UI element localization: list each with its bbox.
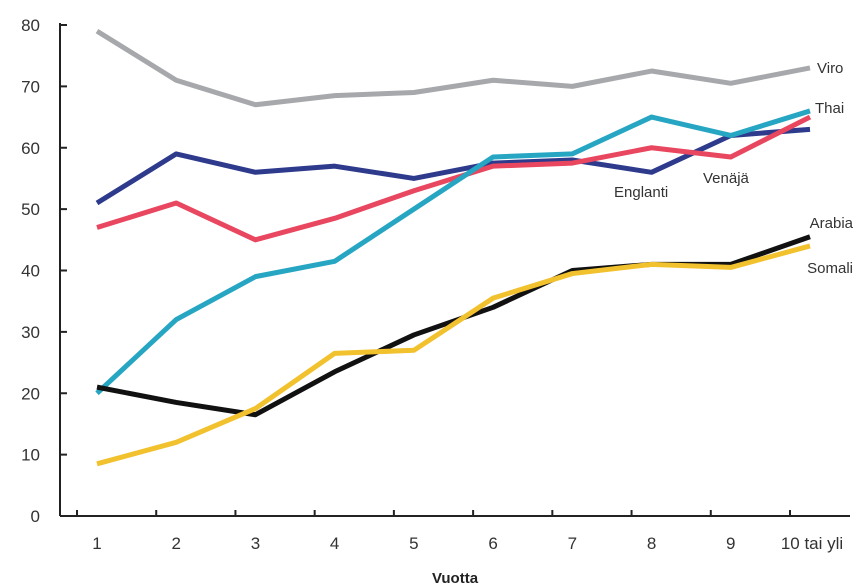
series-label: Arabia [810,215,854,232]
series-label: Venäjä [703,170,750,187]
series-line-ven-j- [96,114,812,243]
series-line-viro [95,29,811,108]
series-lines [95,29,812,467]
x-tick-label: 5 [409,534,418,553]
y-axis: 0 10 20 30 40 50 60 70 80 [21,16,67,526]
x-tick-label: 9 [726,534,735,553]
series-label: Viro [817,60,843,77]
series-line-thai [95,108,811,396]
y-tick-label: 20 [21,384,40,403]
x-tick-label: 6 [488,534,497,553]
y-tick-label: 0 [31,507,40,526]
x-axis-title: Vuotta [432,570,479,587]
x-tick-label: 1 [92,534,101,553]
x-tick-label: 8 [647,534,656,553]
x-tick-label: 2 [171,534,180,553]
series-line-englanti [95,126,811,206]
y-tick-label: 50 [21,200,40,219]
series-label: Englanti [614,184,668,201]
series-label: Somali [807,260,853,277]
y-tick-label: 10 [21,446,40,465]
y-tick-label: 40 [21,262,40,281]
x-tick-label: 7 [568,534,577,553]
y-tick-label: 30 [21,323,40,342]
y-tick-label: 70 [21,77,40,96]
x-tick-label: 3 [251,534,260,553]
x-tick-label: 10 tai yli [781,534,843,553]
x-tick-label: 4 [330,534,339,553]
series-line-somali [96,243,811,467]
series-labels: Viro Englanti Venäjä Thai Arabia Somali [614,60,854,277]
y-tick-label: 80 [21,16,40,35]
y-tick-label: 60 [21,139,40,158]
x-axis: 1 2 3 4 5 6 7 8 9 10 tai yli [60,510,850,553]
series-label: Thai [815,100,844,117]
